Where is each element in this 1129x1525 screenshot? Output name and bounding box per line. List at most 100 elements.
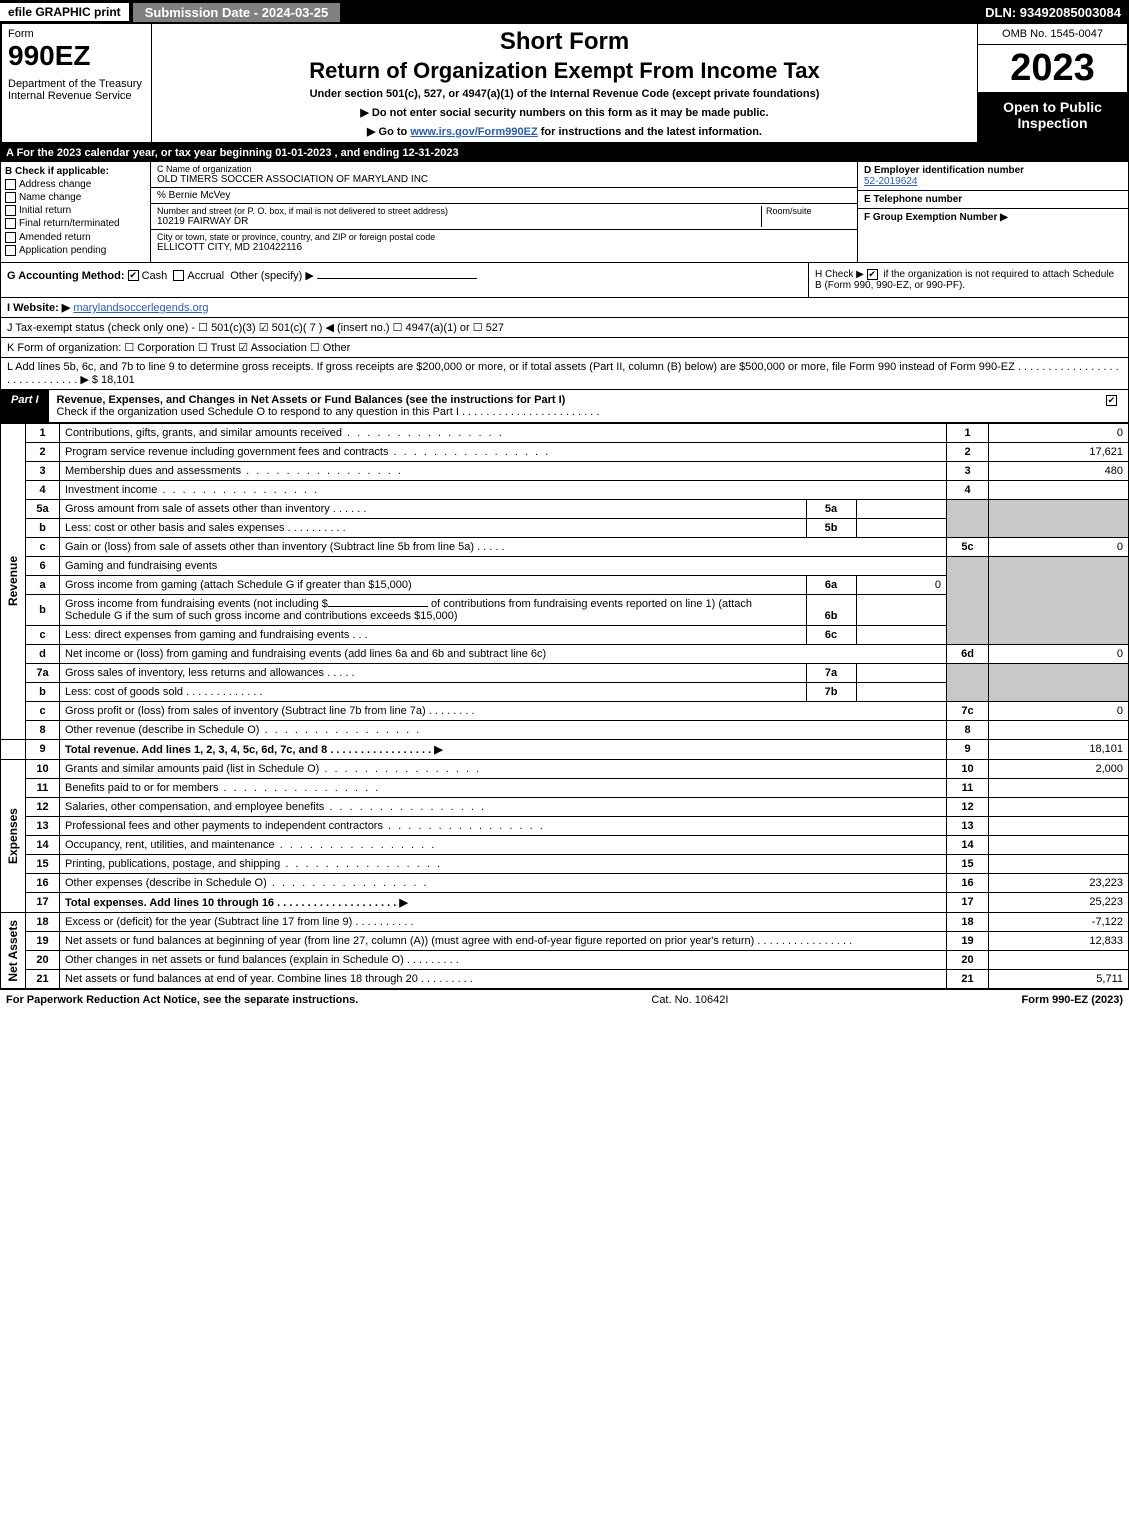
street-label: Number and street (or P. O. box, if mail…: [157, 206, 761, 216]
line-20: 20Other changes in net assets or fund ba…: [1, 950, 1129, 969]
line-15: 15Printing, publications, postage, and s…: [1, 854, 1129, 873]
line-16: 16Other expenses (describe in Schedule O…: [1, 873, 1129, 892]
donot-line: ▶ Do not enter social security numbers o…: [156, 106, 973, 119]
goto-suffix: for instructions and the latest informat…: [538, 126, 762, 138]
goto-line: ▶ Go to www.irs.gov/Form990EZ for instru…: [156, 125, 973, 138]
i-label: I Website: ▶: [7, 302, 70, 314]
city-label: City or town, state or province, country…: [157, 232, 851, 242]
chk-accrual[interactable]: [173, 270, 184, 281]
col-b: B Check if applicable: Address change Na…: [1, 162, 151, 262]
c-label: C Name of organization: [157, 164, 851, 174]
line-3: 3Membership dues and assessments3480: [1, 461, 1129, 480]
row-a: A For the 2023 calendar year, or tax yea…: [0, 144, 1129, 162]
chk-h[interactable]: [867, 269, 878, 280]
row-i: I Website: ▶ marylandsoccerlegends.org: [0, 298, 1129, 318]
row-gh: G Accounting Method: Cash Accrual Other …: [0, 263, 1129, 298]
h-cell: H Check ▶ if the organization is not req…: [808, 263, 1128, 297]
c-street-row: Number and street (or P. O. box, if mail…: [151, 204, 857, 230]
website-link[interactable]: marylandsoccerlegends.org: [73, 302, 208, 314]
expenses-label: Expenses: [6, 808, 20, 864]
header-right: OMB No. 1545-0047 2023 Open to Public In…: [977, 24, 1127, 142]
room-label: Room/suite: [766, 206, 851, 216]
dept-label: Department of the Treasury Internal Reve…: [8, 78, 145, 102]
line-19: 19Net assets or fund balances at beginni…: [1, 931, 1129, 950]
f-group-row: F Group Exemption Number ▶: [858, 209, 1128, 226]
header-center: Short Form Return of Organization Exempt…: [152, 24, 977, 142]
chk-initial[interactable]: Initial return: [5, 205, 146, 216]
line-10: Expenses 10Grants and similar amounts pa…: [1, 759, 1129, 778]
netassets-label: Net Assets: [6, 920, 20, 982]
line-4: 4Investment income4: [1, 480, 1129, 499]
line-1: Revenue 1Contributions, gifts, grants, a…: [1, 423, 1129, 442]
return-title: Return of Organization Exempt From Incom…: [156, 58, 973, 84]
e-phone-row: E Telephone number: [858, 191, 1128, 209]
chk-cash[interactable]: [128, 270, 139, 281]
row-l: L Add lines 5b, 6c, and 7b to line 9 to …: [0, 358, 1129, 390]
chk-pending[interactable]: Application pending: [5, 245, 146, 256]
chk-address[interactable]: Address change: [5, 179, 146, 190]
part-i-title: Revenue, Expenses, and Changes in Net As…: [49, 390, 1098, 422]
street: 10219 FAIRWAY DR: [157, 216, 761, 227]
line-8: 8Other revenue (describe in Schedule O)8: [1, 720, 1129, 739]
goto-link[interactable]: www.irs.gov/Form990EZ: [410, 126, 537, 138]
line-6d: dNet income or (loss) from gaming and fu…: [1, 644, 1129, 663]
b-title: B Check if applicable:: [5, 166, 146, 177]
line-9: 9Total revenue. Add lines 1, 2, 3, 4, 5c…: [1, 739, 1129, 759]
open-public: Open to Public Inspection: [978, 93, 1127, 142]
ein-link[interactable]: 52-2019624: [864, 176, 917, 187]
short-form-title: Short Form: [156, 28, 973, 56]
line-6: 6Gaming and fundraising events: [1, 556, 1129, 575]
part-i-check: Check if the organization used Schedule …: [57, 406, 600, 418]
line-14: 14Occupancy, rent, utilities, and mainte…: [1, 835, 1129, 854]
col-c: C Name of organization OLD TIMERS SOCCER…: [151, 162, 858, 262]
omb-number: OMB No. 1545-0047: [978, 24, 1127, 45]
line-17: 17Total expenses. Add lines 10 through 1…: [1, 892, 1129, 912]
chk-amended[interactable]: Amended return: [5, 232, 146, 243]
form-number: 990EZ: [8, 40, 145, 72]
e-label: E Telephone number: [864, 194, 962, 205]
footer: For Paperwork Reduction Act Notice, see …: [0, 989, 1129, 1010]
f-label: F Group Exemption Number ▶: [864, 212, 1008, 223]
line-5c: cGain or (loss) from sale of assets othe…: [1, 537, 1129, 556]
revenue-label: Revenue: [6, 556, 20, 606]
org-name: OLD TIMERS SOCCER ASSOCIATION OF MARYLAN…: [157, 174, 851, 185]
row-j: J Tax-exempt status (check only one) - ☐…: [0, 318, 1129, 338]
l-amount: 18,101: [98, 374, 135, 386]
d-ein-row: D Employer identification number 52-2019…: [858, 162, 1128, 191]
l-text: L Add lines 5b, 6c, and 7b to line 9 to …: [7, 361, 1119, 386]
line-11: 11Benefits paid to or for members11: [1, 778, 1129, 797]
line-5a: 5aGross amount from sale of assets other…: [1, 499, 1129, 518]
goto-prefix: ▶ Go to: [367, 126, 410, 138]
part-i-tab: Part I: [1, 390, 49, 422]
chk-name[interactable]: Name change: [5, 192, 146, 203]
g-cell: G Accounting Method: Cash Accrual Other …: [1, 263, 808, 297]
line-7a: 7aGross sales of inventory, less returns…: [1, 663, 1129, 682]
pct-name: % Bernie McVey: [157, 190, 851, 201]
submission-date: Submission Date - 2024-03-25: [133, 3, 341, 22]
line-21: 21Net assets or fund balances at end of …: [1, 969, 1129, 988]
lines-table: Revenue 1Contributions, gifts, grants, a…: [0, 423, 1129, 989]
line-12: 12Salaries, other compensation, and empl…: [1, 797, 1129, 816]
part-i-header: Part I Revenue, Expenses, and Changes in…: [0, 390, 1129, 423]
dln: DLN: 93492085003084: [985, 5, 1129, 20]
col-def: D Employer identification number 52-2019…: [858, 162, 1128, 262]
tax-year: 2023: [978, 45, 1127, 93]
g-label: G Accounting Method:: [7, 270, 125, 282]
c-city-row: City or town, state or province, country…: [151, 230, 857, 255]
d-label: D Employer identification number: [864, 165, 1024, 176]
under-section: Under section 501(c), 527, or 4947(a)(1)…: [156, 88, 973, 100]
line-18: Net Assets 18Excess or (deficit) for the…: [1, 912, 1129, 931]
footer-mid: Cat. No. 10642I: [358, 994, 1021, 1006]
form-word: Form: [8, 28, 145, 40]
header-left: Form 990EZ Department of the Treasury In…: [2, 24, 152, 142]
part-i-chk[interactable]: [1098, 390, 1128, 422]
h-text1: H Check ▶: [815, 269, 867, 280]
line-13: 13Professional fees and other payments t…: [1, 816, 1129, 835]
city: ELLICOTT CITY, MD 210422116: [157, 242, 851, 253]
form-header: Form 990EZ Department of the Treasury In…: [0, 24, 1129, 144]
efile-print[interactable]: efile GRAPHIC print: [0, 3, 129, 21]
line-2: 2Program service revenue including gover…: [1, 442, 1129, 461]
footer-right: Form 990-EZ (2023): [1022, 994, 1123, 1006]
top-bar: efile GRAPHIC print Submission Date - 20…: [0, 0, 1129, 24]
chk-final[interactable]: Final return/terminated: [5, 218, 146, 229]
